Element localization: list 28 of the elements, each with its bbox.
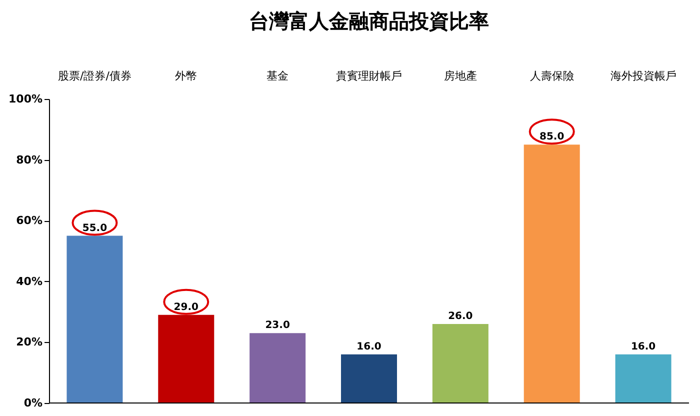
x-tick-label: 外幣 xyxy=(175,70,198,82)
data-label: 29.0 xyxy=(174,302,199,313)
y-tick-label: 20% xyxy=(16,336,42,349)
y-tick-label: 80% xyxy=(16,153,42,166)
data-label: 55.0 xyxy=(82,222,108,234)
bar xyxy=(66,236,123,403)
x-tick-label: 貴賓理財帳戶 xyxy=(336,70,402,82)
bar xyxy=(524,144,580,403)
data-label: 16.0 xyxy=(356,341,382,352)
data-label: 85.0 xyxy=(540,132,564,143)
data-label: 16.0 xyxy=(630,341,656,352)
bar xyxy=(158,314,214,403)
bar xyxy=(250,333,306,403)
chart-title: 台灣富人金融商品投資比率 xyxy=(249,9,489,33)
x-tick-label: 基金 xyxy=(266,70,289,82)
y-tick-label: 0% xyxy=(24,396,42,410)
y-tick-label: 100% xyxy=(8,92,42,106)
x-tick-label: 股票/證券/債券 xyxy=(58,70,132,82)
bar xyxy=(615,354,672,403)
x-tick-label: 海外投資帳戶 xyxy=(610,70,676,82)
data-label: 23.0 xyxy=(265,320,290,332)
bar xyxy=(341,354,397,403)
data-label: 26.0 xyxy=(448,310,473,322)
bar xyxy=(432,324,488,403)
x-tick-label: 人壽保險 xyxy=(530,70,574,82)
y-tick-label: 60% xyxy=(16,214,42,228)
x-tick-label: 房地產 xyxy=(444,70,477,82)
y-tick-label: 40% xyxy=(16,274,42,288)
